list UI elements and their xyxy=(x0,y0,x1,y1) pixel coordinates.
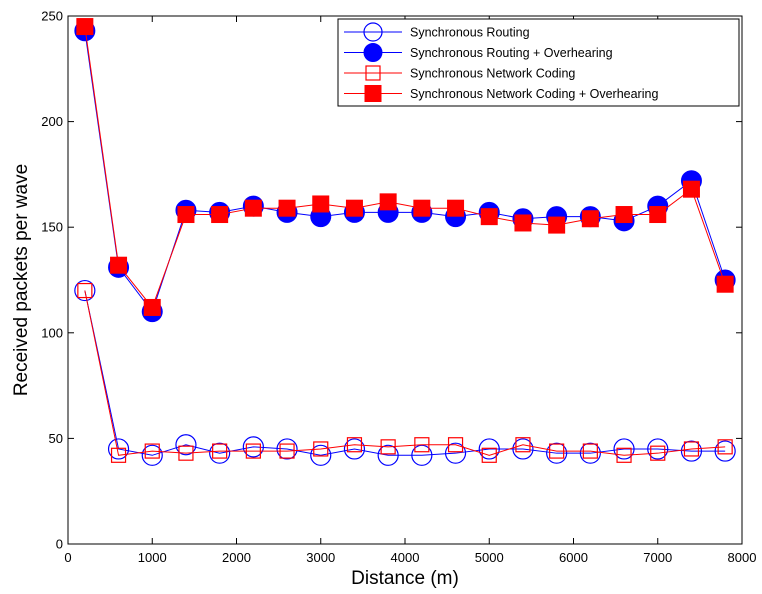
data-point xyxy=(647,438,669,460)
data-point xyxy=(74,279,96,302)
data-point xyxy=(447,199,465,217)
y-tick-label: 250 xyxy=(41,9,63,24)
data-point xyxy=(110,256,128,274)
legend-label: Synchronous Network Coding + Overhearing xyxy=(410,87,658,101)
x-tick-label: 7000 xyxy=(643,550,672,565)
data-point xyxy=(143,298,161,316)
data-point xyxy=(77,282,93,299)
data-point xyxy=(278,199,296,217)
data-point xyxy=(310,444,332,466)
x-tick-label: 2000 xyxy=(222,550,251,565)
legend-label: Synchronous Network Coding xyxy=(410,67,575,81)
legend-label: Synchronous Routing xyxy=(410,26,530,40)
data-point xyxy=(107,438,130,460)
data-point xyxy=(245,443,261,459)
data-point xyxy=(414,437,430,453)
data-point xyxy=(379,193,397,211)
data-point xyxy=(313,441,329,457)
y-axis-label: Received packets per wave xyxy=(11,164,32,396)
y-tick-label: 50 xyxy=(49,431,63,446)
data-point xyxy=(481,447,497,463)
data-point xyxy=(411,444,433,466)
data-point xyxy=(244,199,262,217)
x-tick-label: 3000 xyxy=(306,550,335,565)
series-3 xyxy=(76,18,734,316)
x-tick-label: 5000 xyxy=(475,550,504,565)
data-point xyxy=(579,442,601,464)
data-point xyxy=(714,440,736,462)
x-tick-label: 4000 xyxy=(391,550,420,565)
data-point xyxy=(343,438,366,460)
data-point xyxy=(650,445,666,461)
series-line xyxy=(84,290,726,456)
data-point xyxy=(683,441,700,457)
y-tick-label: 100 xyxy=(41,325,63,340)
data-point xyxy=(242,436,264,458)
data-point xyxy=(716,275,734,293)
x-axis-label: Distance (m) xyxy=(351,568,459,589)
data-point xyxy=(480,208,498,226)
legend-marker xyxy=(364,85,382,102)
series-2 xyxy=(77,282,733,463)
y-axis: 0 50 100 150 200 250 xyxy=(41,9,742,552)
data-point xyxy=(717,439,733,455)
data-point xyxy=(178,445,194,461)
data-point xyxy=(514,214,532,232)
data-point xyxy=(279,443,295,459)
data-point xyxy=(276,438,298,460)
data-point xyxy=(177,206,195,224)
data-point xyxy=(76,18,94,36)
legend-marker xyxy=(363,22,383,42)
x-tick-label: 1000 xyxy=(138,550,167,565)
data-point xyxy=(649,206,667,224)
data-point xyxy=(212,443,228,459)
data-point xyxy=(549,443,565,459)
data-point xyxy=(615,206,633,224)
data-point xyxy=(377,444,399,466)
data-point xyxy=(512,438,534,460)
data-point xyxy=(211,206,229,224)
data-point xyxy=(616,447,632,463)
data-point xyxy=(546,442,568,464)
y-tick-label: 200 xyxy=(41,114,63,129)
data-point xyxy=(175,434,197,456)
data-point xyxy=(548,216,566,234)
data-point xyxy=(141,444,163,466)
data-point xyxy=(447,437,464,453)
data-point xyxy=(209,442,231,464)
legend-marker xyxy=(363,43,383,62)
legend-label: Synchronous Routing + Overhearing xyxy=(410,46,613,60)
data-point xyxy=(413,199,431,217)
data-point xyxy=(680,440,703,462)
data-point xyxy=(581,210,599,228)
data-point xyxy=(346,437,363,453)
data-point xyxy=(682,180,700,198)
series-layer xyxy=(74,18,736,466)
y-tick-label: 150 xyxy=(41,220,63,235)
data-point xyxy=(312,195,330,213)
x-tick-label: 6000 xyxy=(559,550,588,565)
x-tick-label: 0 xyxy=(64,550,71,565)
legend: Synchronous Routing Synchronous Routing +… xyxy=(337,18,740,107)
data-point xyxy=(478,438,500,460)
x-tick-label: 8000 xyxy=(728,550,757,565)
legend-marker xyxy=(365,65,381,81)
data-point xyxy=(582,443,598,459)
legend-box xyxy=(337,18,740,107)
data-point xyxy=(444,442,467,464)
data-point xyxy=(380,439,396,455)
data-point xyxy=(345,199,363,217)
data-point xyxy=(144,443,160,459)
data-point xyxy=(613,438,635,460)
data-point xyxy=(110,447,127,463)
y-tick-label: 0 xyxy=(56,537,63,552)
data-point xyxy=(515,437,531,453)
